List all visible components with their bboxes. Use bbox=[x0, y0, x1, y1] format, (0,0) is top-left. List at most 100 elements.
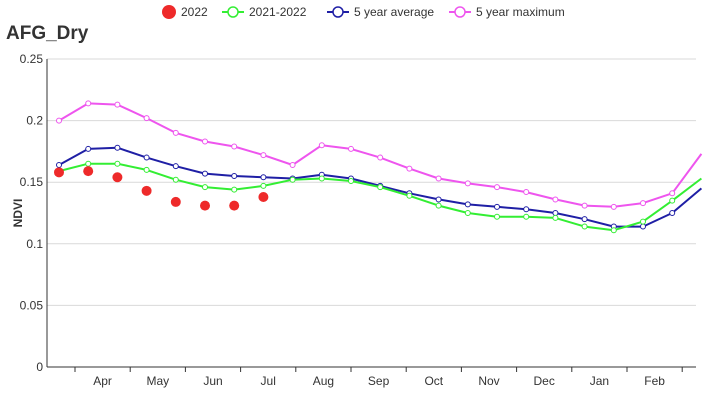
legend-item-5-year-average: 5 year average bbox=[327, 5, 434, 19]
legend: 2022 2021-2022 5 year average 5 year maximu… bbox=[162, 5, 565, 19]
x-tick-label: Sep bbox=[368, 374, 390, 388]
data-point bbox=[170, 196, 181, 207]
data-point bbox=[202, 170, 208, 177]
data-point bbox=[260, 152, 267, 159]
series-2021-2022 bbox=[56, 160, 703, 234]
data-point bbox=[581, 202, 588, 209]
data-point bbox=[435, 196, 442, 203]
legend-marker bbox=[332, 6, 344, 18]
data-point bbox=[464, 201, 471, 208]
data-point bbox=[318, 175, 325, 182]
series-line bbox=[58, 162, 703, 232]
x-tick-label: Nov bbox=[478, 374, 499, 388]
data-point bbox=[523, 206, 530, 213]
data-point bbox=[348, 145, 354, 152]
data-point bbox=[406, 165, 413, 172]
data-point bbox=[406, 192, 413, 199]
legend-label: 5 year average bbox=[354, 5, 434, 19]
data-point bbox=[143, 154, 150, 161]
data-point bbox=[377, 184, 384, 191]
data-point bbox=[83, 166, 94, 177]
data-point bbox=[172, 129, 179, 136]
data-point bbox=[172, 163, 179, 170]
y-tick-label: 0.15 bbox=[20, 175, 44, 189]
legend-label: 5 year maximum bbox=[476, 5, 565, 19]
data-point bbox=[348, 177, 354, 184]
series-5-year-maximum bbox=[56, 100, 703, 210]
data-point bbox=[231, 173, 238, 180]
data-point bbox=[260, 174, 267, 181]
legend-item-2022: 2022 bbox=[162, 5, 208, 19]
data-point bbox=[669, 190, 676, 197]
data-point bbox=[143, 166, 150, 173]
data-point bbox=[231, 186, 238, 193]
legend-label: 2022 bbox=[181, 5, 208, 19]
y-tick-label: 0.1 bbox=[26, 237, 43, 251]
legend-marker bbox=[227, 6, 239, 18]
data-point bbox=[289, 161, 296, 168]
data-point bbox=[202, 184, 208, 191]
y-axis-label: NDVI bbox=[11, 199, 25, 228]
legend-marker bbox=[162, 5, 176, 19]
data-point bbox=[85, 100, 92, 107]
data-point bbox=[114, 160, 121, 167]
data-point bbox=[552, 196, 559, 203]
data-point bbox=[114, 144, 121, 151]
data-point bbox=[229, 200, 240, 211]
x-tick-label: Jul bbox=[261, 374, 276, 388]
data-point bbox=[289, 176, 296, 183]
legend-label: 2021-2022 bbox=[249, 5, 307, 19]
data-point bbox=[56, 117, 62, 124]
data-point bbox=[318, 142, 325, 149]
x-tick-label: Aug bbox=[313, 374, 334, 388]
x-tick-label: May bbox=[146, 374, 169, 388]
data-point bbox=[114, 101, 121, 108]
x-tick-label: Dec bbox=[534, 374, 555, 388]
data-point bbox=[85, 160, 92, 167]
data-point bbox=[200, 200, 210, 211]
axes: 0 0.05 0.1 0.15 0.2 0.25 Apr May Jun Jul Aug Sep Oct… bbox=[20, 52, 696, 388]
data-point bbox=[640, 200, 646, 207]
data-point bbox=[143, 115, 150, 122]
x-tick-label: Feb bbox=[644, 374, 665, 388]
data-point bbox=[258, 191, 269, 202]
x-tick-label: Oct bbox=[424, 374, 443, 388]
y-tick-label: 0.05 bbox=[20, 298, 44, 312]
data-point bbox=[54, 167, 64, 178]
data-point bbox=[494, 184, 500, 191]
series-layer bbox=[54, 100, 703, 234]
data-point bbox=[435, 202, 442, 209]
x-tick-label: Apr bbox=[93, 374, 112, 388]
series-2022 bbox=[54, 166, 269, 211]
data-point bbox=[610, 203, 617, 210]
y-tick-label: 0.25 bbox=[20, 52, 44, 66]
data-point bbox=[581, 216, 588, 223]
data-point bbox=[552, 214, 559, 221]
data-point bbox=[552, 210, 559, 216]
data-point bbox=[640, 223, 646, 230]
y-tick-label: 0.2 bbox=[26, 114, 43, 128]
data-point bbox=[494, 203, 500, 210]
data-point bbox=[56, 161, 62, 168]
grid-lines bbox=[47, 58, 696, 306]
data-point bbox=[85, 145, 92, 152]
y-tick-label: 0 bbox=[36, 360, 43, 374]
data-point bbox=[377, 154, 384, 161]
chart-title: AFG_Dry bbox=[6, 23, 89, 44]
data-point bbox=[464, 210, 471, 216]
legend-item-2021-2022: 2021-2022 bbox=[222, 5, 307, 19]
legend-marker bbox=[454, 6, 466, 18]
data-point bbox=[523, 189, 530, 196]
data-point bbox=[231, 143, 238, 150]
data-point bbox=[610, 227, 617, 234]
data-point bbox=[464, 180, 471, 187]
data-point bbox=[112, 172, 123, 183]
data-point bbox=[260, 182, 267, 189]
x-tick-label: Jun bbox=[203, 374, 222, 388]
data-point bbox=[435, 175, 442, 182]
legend-item-5-year-maximum: 5 year maximum bbox=[449, 5, 565, 19]
data-point bbox=[172, 176, 179, 183]
data-point bbox=[494, 213, 500, 220]
